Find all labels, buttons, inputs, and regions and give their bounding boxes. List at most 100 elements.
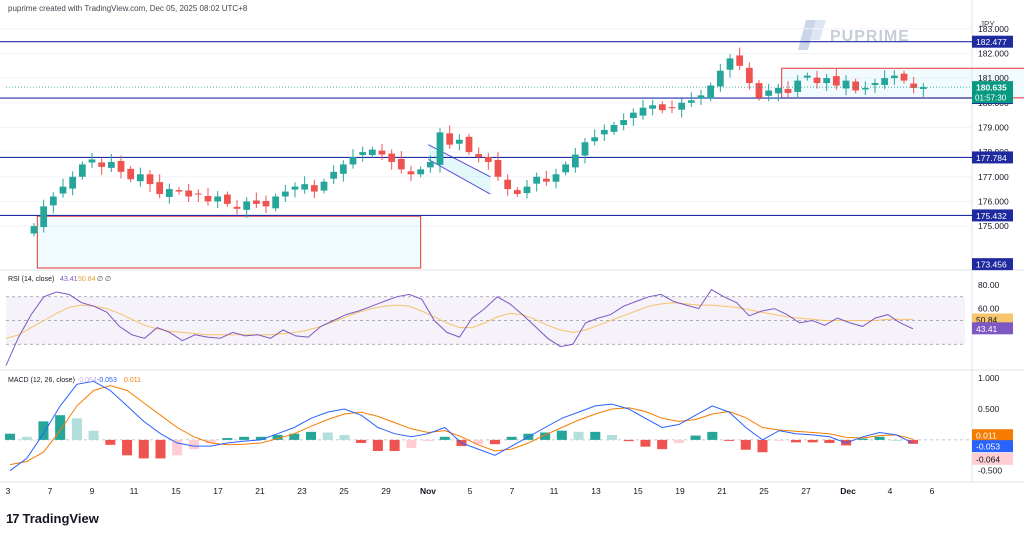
macd-histogram-bar[interactable] (423, 439, 434, 442)
candle[interactable] (842, 80, 850, 89)
candle[interactable] (533, 176, 541, 184)
macd-histogram-bar[interactable] (857, 438, 868, 440)
candle[interactable] (803, 75, 811, 78)
macd-histogram-bar[interactable] (673, 439, 684, 443)
candle[interactable] (69, 176, 77, 189)
candle[interactable] (765, 90, 773, 96)
macd-histogram-bar[interactable] (305, 431, 317, 440)
candle[interactable] (194, 193, 202, 195)
candle[interactable] (745, 67, 753, 84)
candle[interactable] (861, 87, 869, 90)
candle[interactable] (794, 80, 802, 92)
macd-histogram-bar[interactable] (556, 430, 567, 440)
candle[interactable] (784, 88, 792, 93)
candle[interactable] (832, 76, 840, 86)
candle[interactable] (852, 81, 860, 91)
candle[interactable] (890, 75, 898, 79)
candle[interactable] (726, 58, 734, 70)
candle[interactable] (359, 152, 367, 156)
macd-histogram-bar[interactable] (188, 439, 199, 450)
signal-line[interactable] (9, 385, 914, 466)
macd-histogram-bar[interactable] (657, 439, 668, 450)
macd-histogram-bar[interactable] (38, 421, 49, 440)
macd-histogram-bar[interactable] (71, 418, 82, 440)
candle[interactable] (330, 171, 338, 179)
candle[interactable] (78, 164, 86, 177)
candle[interactable] (107, 161, 115, 168)
macd-histogram-bar[interactable] (807, 439, 818, 443)
macd-histogram-bar[interactable] (21, 436, 32, 440)
candle[interactable] (813, 77, 821, 84)
candle[interactable] (49, 196, 57, 206)
candle[interactable] (581, 142, 589, 156)
candle[interactable] (610, 124, 618, 132)
candle[interactable] (542, 178, 550, 182)
candle[interactable] (910, 83, 918, 88)
macd-histogram-bar[interactable] (891, 439, 902, 441)
macd-histogram-bar[interactable] (439, 436, 450, 440)
candle[interactable] (165, 189, 173, 197)
candle[interactable] (687, 100, 695, 103)
macd-histogram-bar[interactable] (155, 439, 166, 459)
candle[interactable] (668, 107, 676, 109)
macd-histogram-bar[interactable] (506, 436, 517, 440)
candle[interactable] (736, 55, 744, 66)
candle[interactable] (156, 182, 164, 195)
candle[interactable] (755, 83, 763, 98)
candle[interactable] (465, 136, 473, 153)
macd-histogram-bar[interactable] (138, 439, 149, 459)
candle[interactable] (436, 132, 444, 165)
macd-histogram-bar[interactable] (339, 434, 350, 440)
candle[interactable] (504, 179, 512, 190)
price-pane[interactable] (0, 41, 1024, 269)
candle[interactable] (446, 133, 454, 145)
candle[interactable] (523, 186, 531, 194)
candle[interactable] (881, 78, 889, 86)
candle[interactable] (639, 107, 647, 116)
candle[interactable] (233, 206, 241, 209)
candle[interactable] (484, 157, 492, 162)
macd-histogram-bar[interactable] (172, 439, 183, 456)
macd-histogram-bar[interactable] (289, 433, 300, 440)
candle[interactable] (571, 154, 579, 168)
macd-histogram-bar[interactable] (774, 439, 785, 441)
rsi-ma-line[interactable] (5, 302, 914, 339)
candle[interactable] (185, 190, 193, 197)
macd-histogram-bar[interactable] (222, 438, 233, 440)
channel-lower-line[interactable] (428, 159, 491, 195)
candle[interactable] (117, 160, 125, 172)
candle[interactable] (397, 159, 405, 170)
macd-histogram-bar[interactable] (874, 436, 885, 440)
candle[interactable] (707, 85, 715, 99)
candle[interactable] (175, 190, 183, 192)
macd-histogram-bar[interactable] (55, 415, 66, 440)
macd-histogram-bar[interactable] (322, 432, 333, 440)
candle[interactable] (204, 195, 212, 202)
candle[interactable] (281, 191, 289, 197)
macd-histogram-bar[interactable] (540, 432, 551, 440)
candle[interactable] (40, 206, 48, 228)
candle[interactable] (310, 185, 318, 192)
candle[interactable] (88, 159, 96, 163)
candle[interactable] (223, 194, 231, 204)
candle[interactable] (320, 181, 328, 191)
candle[interactable] (136, 174, 144, 182)
macd-histogram-bar[interactable] (790, 439, 801, 443)
macd-line[interactable] (9, 380, 914, 472)
macd-histogram-bar[interactable] (205, 439, 216, 443)
macd-histogram-bar[interactable] (356, 439, 367, 443)
candle[interactable] (658, 104, 666, 111)
rsi-line[interactable] (5, 288, 914, 366)
macd-histogram-bar[interactable] (255, 436, 266, 440)
macd-histogram-bar[interactable] (489, 439, 500, 445)
macd-histogram-bar[interactable] (88, 430, 99, 440)
candle[interactable] (900, 73, 908, 81)
candle[interactable] (417, 169, 425, 175)
macd-histogram-bar[interactable] (707, 431, 718, 440)
candle[interactable] (214, 196, 222, 202)
candle[interactable] (426, 161, 434, 168)
candle[interactable] (243, 201, 251, 210)
macd-histogram-bar[interactable] (239, 436, 250, 440)
macd-histogram-bar[interactable] (907, 439, 919, 444)
candle[interactable] (649, 105, 657, 109)
